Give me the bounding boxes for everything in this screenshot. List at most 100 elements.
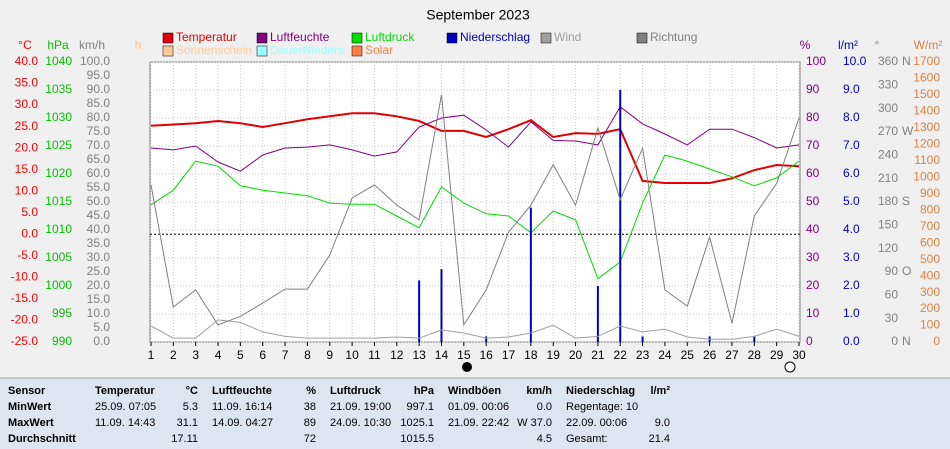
x-tick-label: 29 xyxy=(770,348,784,362)
y-tick-label: -20.0 xyxy=(11,313,39,327)
x-tick-label: 15 xyxy=(457,348,471,362)
moon-new xyxy=(784,361,796,373)
y-tick-label: 60 xyxy=(885,288,899,302)
table-background xyxy=(0,378,950,449)
y-tick-label: 10.0 xyxy=(843,54,867,68)
x-tick-label: 11 xyxy=(368,348,381,362)
bar xyxy=(641,336,644,342)
direction-label: N xyxy=(902,54,911,68)
x-tick-label: 17 xyxy=(502,348,516,362)
x-tick-label: 28 xyxy=(748,348,762,362)
y-tick-label: 50.0 xyxy=(87,194,111,208)
legend-swatch xyxy=(446,32,458,44)
bar xyxy=(596,286,599,342)
legend-swatch xyxy=(162,32,174,44)
y-tick-label: 100.0 xyxy=(80,54,110,68)
legend-swatch xyxy=(351,32,363,44)
table-header: Sensor xyxy=(8,385,46,397)
x-tick-label: 14 xyxy=(435,348,449,362)
x-tick-label: 2 xyxy=(170,348,177,362)
y-tick-label: 1000 xyxy=(913,169,940,183)
y-tick-label: 20.0 xyxy=(15,140,39,154)
table-cell: 21.4 xyxy=(649,433,670,445)
y-tick-label: 0 xyxy=(933,334,940,348)
y-tick-label: 30.0 xyxy=(87,250,111,264)
legend-swatch xyxy=(256,32,268,44)
y-tick-label: 20 xyxy=(806,278,820,292)
y-tick-label: -5.0 xyxy=(17,248,38,262)
sensor-table: Sensor Temperatur °C Luftfeuchte% Luftdruck h… xyxy=(8,385,670,445)
table-cell: 89 xyxy=(304,417,316,429)
chart-title: September 2023 xyxy=(426,7,530,23)
y-tick-label: 25.0 xyxy=(15,119,39,133)
axis-label: h xyxy=(135,38,142,52)
y-tick-label: 50 xyxy=(806,194,820,208)
table-cell: 21.09. 19:00 xyxy=(330,401,391,413)
table-cell: 38 xyxy=(304,401,316,413)
legend-swatch xyxy=(540,32,552,44)
bar xyxy=(529,207,532,342)
y-tick-label: 75.0 xyxy=(87,124,111,138)
y-tick-label: 100 xyxy=(920,318,940,332)
y-tick-label: 700 xyxy=(920,219,940,233)
table-cell: 1025.1 xyxy=(400,417,434,429)
y-tick-label: 0 xyxy=(891,334,898,348)
y-tick-label: 15.0 xyxy=(87,292,111,306)
y-tick-label: 1035 xyxy=(45,82,72,96)
y-tick-label: 1040 xyxy=(45,54,72,68)
y-tick-label: 1500 xyxy=(913,87,940,101)
table-header: km/h xyxy=(526,385,552,397)
y-tick-label: 30.0 xyxy=(15,97,39,111)
axis-label: % xyxy=(800,38,811,52)
x-tick-label: 26 xyxy=(703,348,717,362)
y-tick-label: 85.0 xyxy=(87,96,111,110)
series-line xyxy=(150,154,800,280)
y-tick-label: 35.0 xyxy=(15,76,39,90)
y-tick-label: 995 xyxy=(52,306,72,320)
direction-label: W xyxy=(902,124,914,138)
table-cell: 25.09. 07:05 xyxy=(95,401,156,413)
y-tick-label: 330 xyxy=(878,78,898,92)
y-tick-label: 240 xyxy=(878,148,898,162)
y-tick-label: 1200 xyxy=(913,137,940,151)
y-tick-label: 1010 xyxy=(45,222,72,236)
y-tick-label: 35.0 xyxy=(87,236,111,250)
axis-label: W/m² xyxy=(914,38,943,52)
y-tick-label: 90.0 xyxy=(87,82,111,96)
y-tick-label: 90 xyxy=(806,82,820,96)
axis-label: °C xyxy=(18,38,32,52)
legend-label: Luftfeuchte xyxy=(270,30,330,44)
y-tick-label: 1000 xyxy=(45,278,72,292)
y-tick-label: -15.0 xyxy=(11,291,39,305)
table-cell: 24.09. 10:30 xyxy=(330,417,391,429)
y-tick-label: 150 xyxy=(878,218,898,232)
y-tick-label: 6.0 xyxy=(843,166,860,180)
table-cell: 31.1 xyxy=(177,417,198,429)
axis-label: hPa xyxy=(47,38,69,52)
x-tick-label: 21 xyxy=(591,348,605,362)
y-tick-label: 80.0 xyxy=(87,110,111,124)
y-tick-label: 3.0 xyxy=(843,250,860,264)
series-line xyxy=(150,112,800,184)
y-tick-label: 5.0 xyxy=(843,194,860,208)
table-cell: 4.5 xyxy=(537,433,552,445)
y-tick-label: 1015 xyxy=(45,194,72,208)
legend-label: Sonnenschein xyxy=(176,43,252,57)
legend-swatch xyxy=(636,32,648,44)
y-tick-label: 500 xyxy=(920,252,940,266)
table-header: Luftdruck xyxy=(330,385,382,397)
table-header: l/m² xyxy=(650,385,670,397)
table-cell: MaxWert xyxy=(8,417,54,429)
legend-swatch xyxy=(351,45,363,57)
table-cell: MinWert xyxy=(8,401,52,413)
y-tick-label: 1100 xyxy=(914,153,940,167)
y-tick-label: 45.0 xyxy=(87,208,111,222)
y-tick-label: 1025 xyxy=(45,138,72,152)
y-tick-label: 0 xyxy=(806,334,813,348)
y-tick-label: 1600 xyxy=(913,71,940,85)
bar xyxy=(418,280,421,342)
y-tick-label: 55.0 xyxy=(87,180,111,194)
series-line xyxy=(150,319,800,340)
y-tick-label: 1300 xyxy=(913,120,940,134)
table-cell: Regentage: 10 xyxy=(566,401,638,413)
